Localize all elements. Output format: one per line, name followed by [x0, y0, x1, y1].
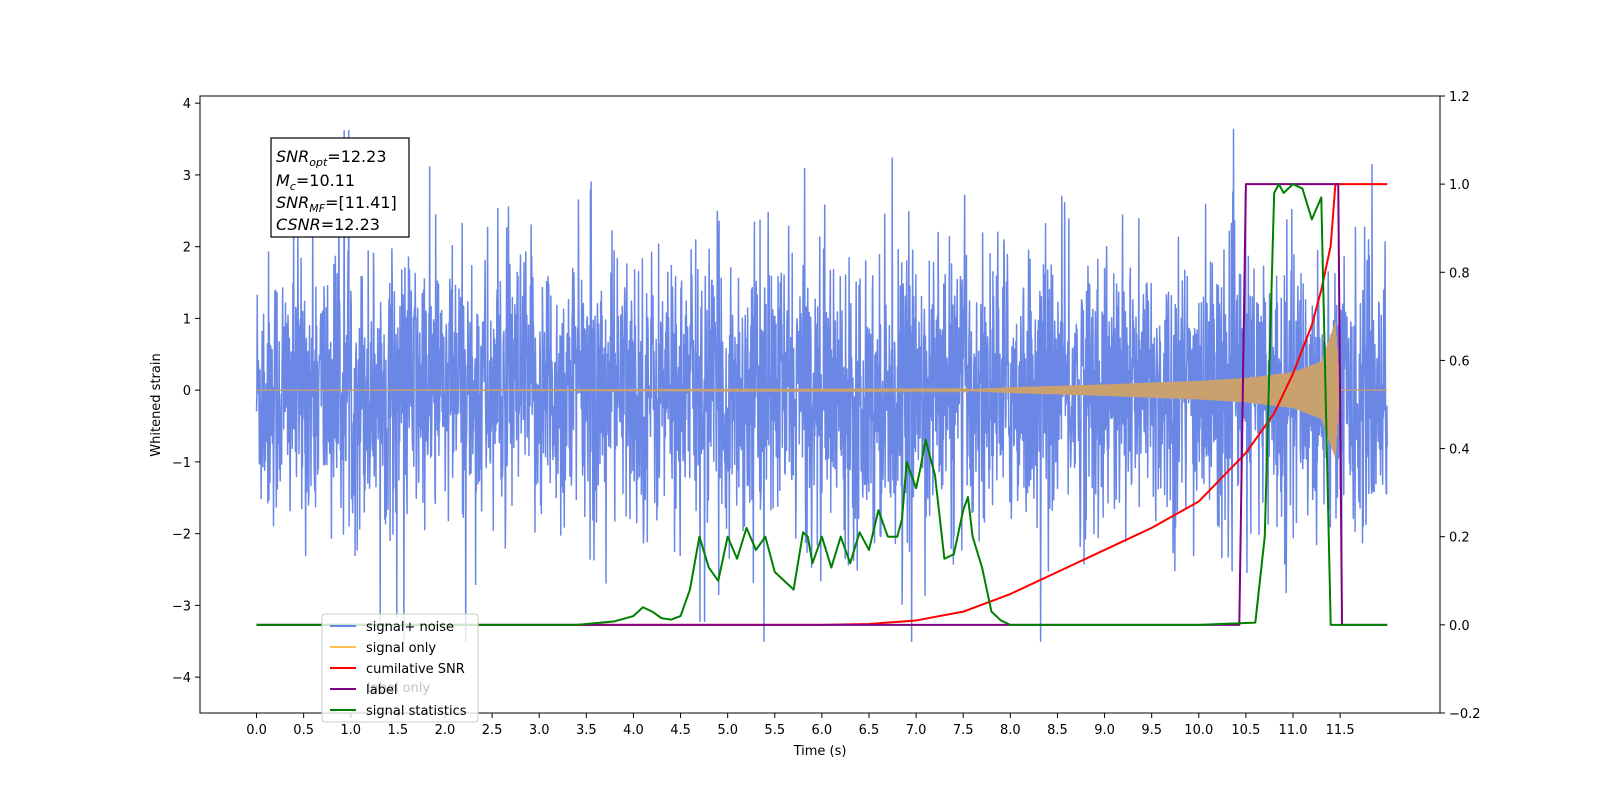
legend-entry-label: label — [330, 683, 397, 698]
x-tick-label: 4.0 — [623, 723, 644, 738]
x-tick-label: 11.0 — [1279, 723, 1308, 738]
y2-tick-label: −0.2 — [1449, 707, 1481, 722]
y-tick-label: 0 — [183, 384, 191, 399]
x-tick-label: 0.0 — [246, 723, 267, 738]
y-tick-label: 3 — [183, 169, 191, 184]
x-axis: 0.0 0.5 1.0 1.5 2.0 2.5 3.0 3.5 4.0 4.5 5.0 5.5 6.0 6… — [246, 713, 1355, 738]
annotation-line-mc: Mc=10.11 — [276, 171, 355, 193]
y2-tick-label: 0.6 — [1449, 354, 1470, 369]
y-tick-label: −4 — [172, 671, 191, 686]
legend-label-cumilative-snr: cumilative SNR — [366, 662, 465, 677]
x-tick-label: 7.5 — [953, 723, 974, 738]
x-tick-label: 3.5 — [576, 723, 597, 738]
x-tick-label: 1.0 — [340, 723, 361, 738]
x-tick-label: 9.5 — [1141, 723, 1162, 738]
y2-tick-label: 0.8 — [1449, 266, 1470, 281]
y-tick-label: −1 — [172, 456, 191, 471]
series-signal-statistics — [256, 183, 1388, 626]
plot-frame — [199, 95, 1441, 714]
y-axis-right: −0.2 0.0 0.2 0.4 0.6 0.8 1.0 1.2 — [1440, 90, 1481, 722]
legend-hidden-text: label only — [367, 681, 430, 696]
y-axis-label: Whitened strain — [149, 353, 164, 456]
annotation-line-snr-mf: SNRMF=[11.41] — [276, 193, 397, 215]
y2-tick-label: 0.2 — [1449, 531, 1470, 546]
legend-label-signal-statistics: signal statistics — [366, 704, 467, 719]
y-tick-label: 4 — [183, 97, 191, 112]
x-tick-label: 9.0 — [1094, 723, 1115, 738]
y-tick-label: 2 — [183, 241, 191, 256]
legend-entry-signal-only: signal only — [330, 641, 436, 656]
x-tick-label: 3.0 — [529, 723, 550, 738]
x-tick-label: 5.0 — [717, 723, 738, 738]
x-tick-label: 6.0 — [812, 723, 833, 738]
x-tick-label: 4.5 — [670, 723, 691, 738]
x-tick-label: 2.0 — [435, 723, 456, 738]
legend-label-signal-noise: signal+ noise — [366, 620, 454, 635]
x-tick-label: 10.5 — [1231, 723, 1260, 738]
x-tick-label: 5.5 — [764, 723, 785, 738]
x-tick-label: 2.5 — [482, 723, 503, 738]
x-tick-label: 10.0 — [1184, 723, 1213, 738]
annotation-line-snr-opt: SNRopt=12.23 — [276, 147, 387, 169]
x-tick-label: 11.5 — [1326, 723, 1355, 738]
legend-label-signal-only: signal only — [366, 641, 436, 656]
y-axis-left: −4 −3 −2 −1 0 1 2 3 4 — [172, 97, 200, 686]
y2-tick-label: 0.4 — [1449, 443, 1470, 458]
x-tick-label: 6.5 — [859, 723, 880, 738]
y-tick-label: −2 — [172, 528, 191, 543]
y2-tick-label: 0.0 — [1449, 619, 1470, 634]
y2-tick-label: 1.0 — [1449, 178, 1470, 193]
legend-label-label: label — [366, 683, 397, 698]
x-axis-label: Time (s) — [793, 744, 847, 759]
annotation-line-csnr: CSNR=12.23 — [276, 215, 380, 234]
x-tick-label: 1.5 — [388, 723, 409, 738]
x-tick-label: 0.5 — [293, 723, 314, 738]
legend-entry-cumilative-snr: cumilative SNR — [330, 662, 465, 677]
y-tick-label: 1 — [183, 312, 191, 327]
legend: label only signal+ noise signal only cum… — [321, 613, 479, 723]
plot-area — [255, 128, 1388, 643]
annotation-box: SNRopt=12.23 Mc=10.11 SNRMF=[11.41] CSNR… — [270, 137, 410, 238]
x-tick-label: 7.0 — [906, 723, 927, 738]
x-tick-label: 8.0 — [1000, 723, 1021, 738]
legend-entry-signal-noise: signal+ noise — [330, 620, 454, 635]
y2-tick-label: 1.2 — [1449, 90, 1470, 105]
series-signal-only — [256, 321, 1388, 457]
y-tick-label: −3 — [172, 599, 191, 614]
series-signal-plus-noise — [255, 128, 1388, 643]
legend-entry-signal-statistics: signal statistics — [330, 704, 467, 719]
x-tick-label: 8.5 — [1047, 723, 1068, 738]
